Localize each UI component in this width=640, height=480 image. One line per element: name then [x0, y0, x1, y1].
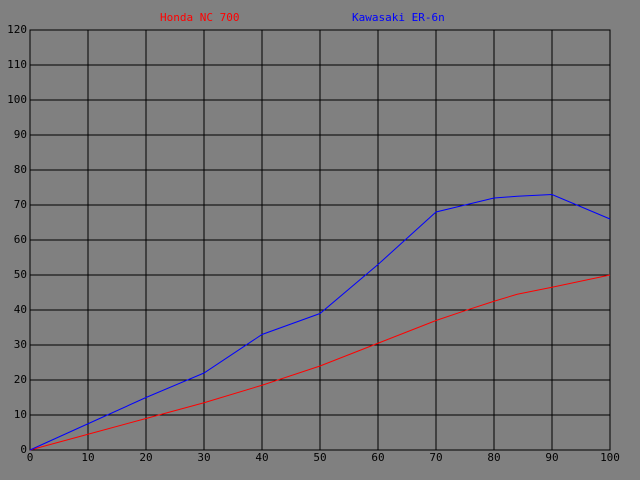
legend-label: Honda NC 700 — [160, 11, 239, 24]
x-tick-label: 70 — [429, 451, 442, 464]
y-tick-label: 110 — [7, 58, 27, 71]
x-tick-label: 30 — [197, 451, 210, 464]
y-tick-label: 0 — [20, 443, 27, 456]
x-tick-label: 90 — [545, 451, 558, 464]
x-tick-label: 0 — [27, 451, 34, 464]
series-line — [29, 193, 611, 451]
plot-frame — [29, 29, 611, 451]
y-tick-label: 40 — [14, 303, 27, 316]
series-line — [29, 274, 611, 451]
x-tick-label: 60 — [371, 451, 384, 464]
y-tick-label: 90 — [14, 128, 27, 141]
x-tick-label: 80 — [487, 451, 500, 464]
legend-label: Kawasaki ER-6n — [352, 11, 445, 24]
x-tick-label: 10 — [81, 451, 94, 464]
y-tick-label: 10 — [14, 408, 27, 421]
y-tick-label: 80 — [14, 163, 27, 176]
x-tick-label: 40 — [255, 451, 268, 464]
y-tick-label: 50 — [14, 268, 27, 281]
y-tick-label: 30 — [14, 338, 27, 351]
x-tick-label: 100 — [600, 451, 620, 464]
y-tick-label: 60 — [14, 233, 27, 246]
x-tick-label: 20 — [139, 451, 152, 464]
y-tick-label: 70 — [14, 198, 27, 211]
y-tick-label: 120 — [7, 23, 27, 36]
x-tick-label: 50 — [313, 451, 326, 464]
y-tick-label: 100 — [7, 93, 27, 106]
y-tick-label: 20 — [14, 373, 27, 386]
